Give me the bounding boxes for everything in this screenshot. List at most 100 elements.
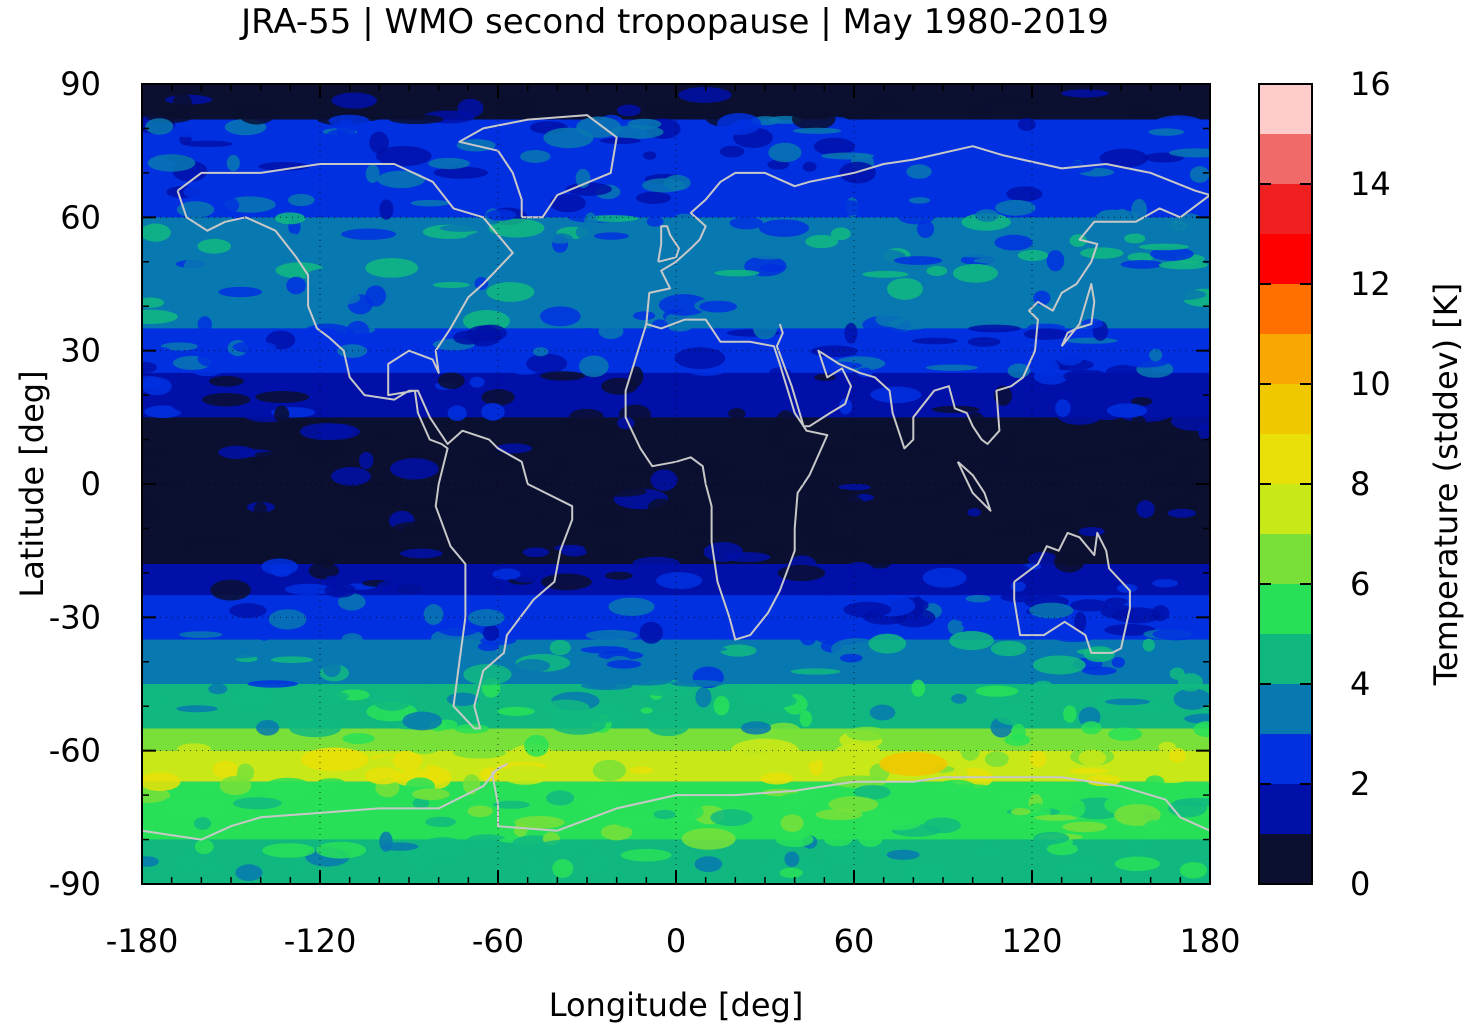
heatmap-cell bbox=[493, 96, 539, 115]
heatmap-cell bbox=[777, 564, 826, 582]
heatmap-cell bbox=[497, 706, 535, 716]
colorbar-swatch bbox=[1259, 134, 1312, 184]
heatmap-cell bbox=[400, 305, 423, 326]
heatmap-cell bbox=[1061, 89, 1109, 98]
heatmap-cell bbox=[400, 548, 443, 559]
heatmap-cell bbox=[776, 410, 796, 432]
heatmap-cell bbox=[1120, 353, 1171, 368]
heatmap-cell bbox=[632, 556, 680, 570]
heatmap-cell bbox=[994, 234, 1033, 251]
heatmap-band bbox=[142, 372, 1210, 418]
heatmap-cell bbox=[1148, 128, 1185, 136]
heatmap-cell bbox=[525, 353, 568, 374]
heatmap-cell bbox=[799, 628, 817, 646]
coastline bbox=[142, 763, 1210, 841]
heatmap-cell bbox=[843, 601, 892, 618]
heatmap-cell bbox=[627, 118, 662, 130]
heatmap-cell bbox=[838, 483, 871, 491]
heatmap-cell bbox=[888, 317, 932, 331]
heatmap-cell bbox=[202, 618, 257, 632]
heatmap-cell bbox=[287, 193, 315, 207]
heatmap-cell bbox=[767, 159, 790, 170]
heatmap-cell bbox=[310, 804, 356, 812]
heatmap-cell bbox=[1130, 415, 1147, 432]
heatmap-cell bbox=[274, 405, 290, 424]
heatmap-cell bbox=[1170, 411, 1210, 431]
heatmap-cell bbox=[1152, 579, 1179, 588]
heatmap-cell bbox=[423, 604, 444, 625]
heatmap-cell bbox=[340, 202, 366, 212]
heatmap-cell bbox=[1131, 396, 1153, 406]
heatmap-cell bbox=[992, 790, 1041, 811]
x-tick-label: 120 bbox=[1001, 922, 1062, 960]
heatmap-cell bbox=[540, 295, 590, 306]
coastline bbox=[956, 461, 992, 512]
heatmap-cell bbox=[804, 862, 827, 883]
heatmap-cell bbox=[257, 627, 272, 641]
heatmap-cell bbox=[463, 232, 504, 251]
heatmap-cell bbox=[433, 166, 488, 179]
heatmap-cell bbox=[647, 102, 702, 112]
heatmap-cell bbox=[395, 451, 437, 460]
heatmap-cell bbox=[605, 571, 633, 580]
heatmap-cell bbox=[341, 633, 363, 646]
heatmap-cell bbox=[561, 547, 587, 557]
heatmap-cell bbox=[142, 464, 160, 472]
heatmap-cell bbox=[249, 458, 270, 471]
x-tick-label: 60 bbox=[834, 922, 875, 960]
heatmap-cell bbox=[194, 574, 223, 583]
heatmap-cell bbox=[402, 711, 443, 731]
colorbar-tick-label: 4 bbox=[1350, 665, 1370, 703]
heatmap-cell bbox=[407, 247, 460, 262]
heatmap-cell bbox=[995, 705, 1036, 726]
heatmap-cell bbox=[542, 699, 590, 716]
colorbar-swatch bbox=[1259, 184, 1312, 234]
heatmap-cell bbox=[575, 423, 615, 435]
colorbar-tick-label: 14 bbox=[1350, 165, 1391, 203]
heatmap-cell bbox=[377, 170, 425, 189]
heatmap-cell bbox=[1123, 648, 1143, 655]
heatmap-cell bbox=[1172, 372, 1207, 382]
heatmap-cell bbox=[447, 405, 467, 421]
heatmap-cell bbox=[1168, 148, 1210, 158]
heatmap-cell bbox=[862, 270, 909, 278]
heatmap-cell bbox=[1029, 602, 1074, 619]
heatmap-cell bbox=[1028, 551, 1058, 567]
x-tick-label: -180 bbox=[106, 922, 179, 960]
heatmap-cell bbox=[1138, 243, 1189, 251]
heatmap-cell bbox=[1009, 520, 1033, 531]
heatmap-cell bbox=[760, 772, 794, 785]
colorbar-tick-label: 16 bbox=[1350, 65, 1391, 103]
heatmap-cell bbox=[1082, 501, 1135, 509]
heatmap-cell bbox=[379, 831, 393, 852]
heatmap-cell bbox=[177, 743, 212, 755]
heatmap-cell bbox=[742, 596, 774, 613]
heatmap-cell bbox=[142, 787, 171, 803]
heatmap-cell bbox=[792, 127, 842, 134]
heatmap-cell bbox=[463, 663, 512, 686]
heatmap-cell bbox=[376, 578, 430, 595]
heatmap-cell bbox=[823, 848, 863, 862]
colorbar-swatch bbox=[1259, 634, 1312, 684]
heatmap-cell bbox=[1173, 688, 1210, 710]
heatmap-cell bbox=[539, 306, 581, 327]
heatmap-cell bbox=[331, 467, 371, 486]
heatmap-cell bbox=[474, 324, 507, 342]
heatmap-cell bbox=[170, 453, 183, 461]
heatmap-cell bbox=[710, 809, 753, 827]
heatmap-cell bbox=[1099, 148, 1148, 168]
heatmap-cell bbox=[1120, 260, 1164, 269]
heatmap-cell bbox=[1039, 482, 1063, 490]
heatmap-cell bbox=[1011, 723, 1026, 742]
heatmap-cell bbox=[1158, 340, 1201, 355]
heatmap-cell bbox=[575, 221, 628, 243]
heatmap-cell bbox=[262, 777, 314, 799]
heatmap-cell bbox=[756, 542, 782, 556]
heatmap-cell bbox=[1147, 474, 1197, 486]
heatmap-cell bbox=[973, 257, 1014, 264]
heatmap-cell bbox=[917, 353, 933, 363]
heatmap-cell bbox=[324, 582, 356, 598]
heatmap-cell bbox=[453, 747, 506, 759]
heatmap-cell bbox=[532, 347, 549, 357]
heatmap-cell bbox=[515, 659, 551, 673]
